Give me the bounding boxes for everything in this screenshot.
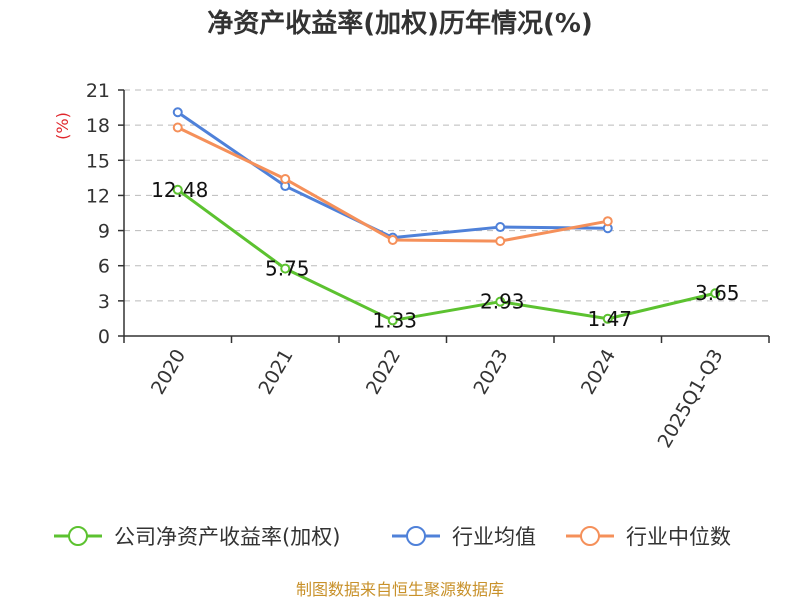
legend-label: 行业均值 xyxy=(452,525,536,549)
data-label: 5.75 xyxy=(265,257,310,281)
legend-marker xyxy=(580,526,600,546)
legend-label: 公司净资产收益率(加权) xyxy=(114,525,340,549)
data-point xyxy=(387,315,398,326)
legend-marker xyxy=(406,526,426,546)
series-line-1 xyxy=(176,111,608,240)
source-note: 制图数据来自恒生聚源数据库 xyxy=(296,580,504,599)
gridlines xyxy=(124,89,769,302)
series-lines xyxy=(172,107,721,326)
x-tick-label: 2022 xyxy=(362,346,405,399)
y-axis-label: (%) xyxy=(53,112,72,140)
data-point xyxy=(495,296,506,307)
y-tick-label: 18 xyxy=(86,115,110,137)
y-tick-label: 12 xyxy=(86,185,110,207)
x-tick-label: 2023 xyxy=(469,346,512,399)
legend-marker xyxy=(68,526,88,546)
chart-title: 净资产收益率(加权)历年情况(%) xyxy=(207,8,593,39)
data-point xyxy=(280,174,291,185)
x-tick-label: 2021 xyxy=(254,346,297,399)
data-label: 3.65 xyxy=(695,281,740,305)
data-point xyxy=(280,263,291,274)
data-labels: 12.48 5.75 1.33 2.93 1.47 3.65 xyxy=(151,178,739,333)
legend: 公司净资产收益率(加权) 行业均值 行业中位数 xyxy=(54,525,731,549)
y-tick-label: 15 xyxy=(86,150,110,172)
series-line-2 xyxy=(177,126,609,243)
data-label: 1.47 xyxy=(587,307,632,331)
data-point xyxy=(495,222,506,233)
y-tick-label: 9 xyxy=(98,221,110,243)
data-point xyxy=(495,236,506,247)
data-point xyxy=(172,184,183,195)
data-point xyxy=(710,288,721,299)
x-tick-label: 2024 xyxy=(577,346,620,399)
data-label: 1.33 xyxy=(372,308,417,332)
x-tick-label: 2025Q1-Q3 xyxy=(654,346,728,452)
series-line-0 xyxy=(176,188,716,322)
legend-label: 行业中位数 xyxy=(626,525,731,549)
data-label: 2.93 xyxy=(480,290,525,314)
y-tick-label: 3 xyxy=(98,291,110,313)
x-tick-label: 2020 xyxy=(147,346,190,399)
data-point xyxy=(602,313,613,324)
y-tick-label: 0 xyxy=(98,326,110,348)
data-point xyxy=(387,234,398,245)
data-point xyxy=(172,122,183,133)
data-point xyxy=(602,216,613,227)
y-tick-label: 6 xyxy=(98,256,110,278)
y-tick-label: 21 xyxy=(86,80,110,102)
data-point xyxy=(172,107,183,118)
data-label: 12.48 xyxy=(151,178,208,202)
